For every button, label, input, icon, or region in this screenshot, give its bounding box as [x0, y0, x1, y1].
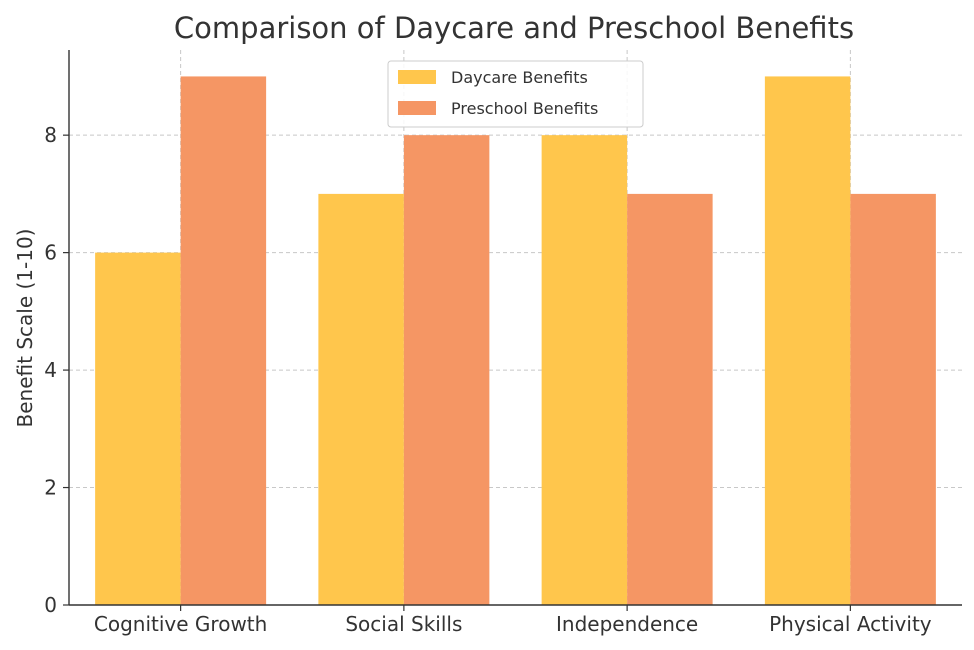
axes [63, 50, 962, 611]
tick-labels: 0 2 4 6 8 Cognitive Growth Social Skills Indepe… [44, 123, 932, 636]
y-tick-label: 4 [44, 358, 57, 382]
y-tick-label: 8 [44, 123, 57, 147]
bar-preschool [180, 76, 267, 605]
legend-frame [387, 60, 644, 128]
bar-preschool [627, 193, 713, 605]
bar-daycare [95, 252, 181, 605]
legend: Daycare Benefits Preschool Benefits [387, 60, 644, 128]
bars [95, 76, 936, 605]
x-tick-label: Physical Activity [769, 612, 932, 636]
y-tick-label: 6 [44, 241, 57, 265]
chart-title: Comparison of Daycare and Preschool Bene… [174, 11, 854, 45]
bar-daycare [764, 76, 851, 605]
x-tick-label: Independence [556, 612, 698, 636]
y-tick-label: 0 [44, 593, 57, 617]
y-tick-label: 2 [44, 476, 57, 500]
x-tick-label: Cognitive Growth [94, 612, 267, 636]
bar-daycare [318, 193, 404, 605]
legend-label-preschool: Preschool Benefits [451, 99, 598, 118]
x-tick-label: Social Skills [345, 612, 462, 636]
legend-swatch-daycare [398, 70, 436, 84]
legend-swatch-preschool [398, 101, 436, 115]
bar-preschool [850, 193, 936, 605]
bar-daycare [541, 135, 628, 605]
bar-preschool [403, 135, 490, 605]
y-axis-label: Benefit Scale (1-10) [13, 229, 37, 428]
legend-label-daycare: Daycare Benefits [451, 68, 588, 87]
